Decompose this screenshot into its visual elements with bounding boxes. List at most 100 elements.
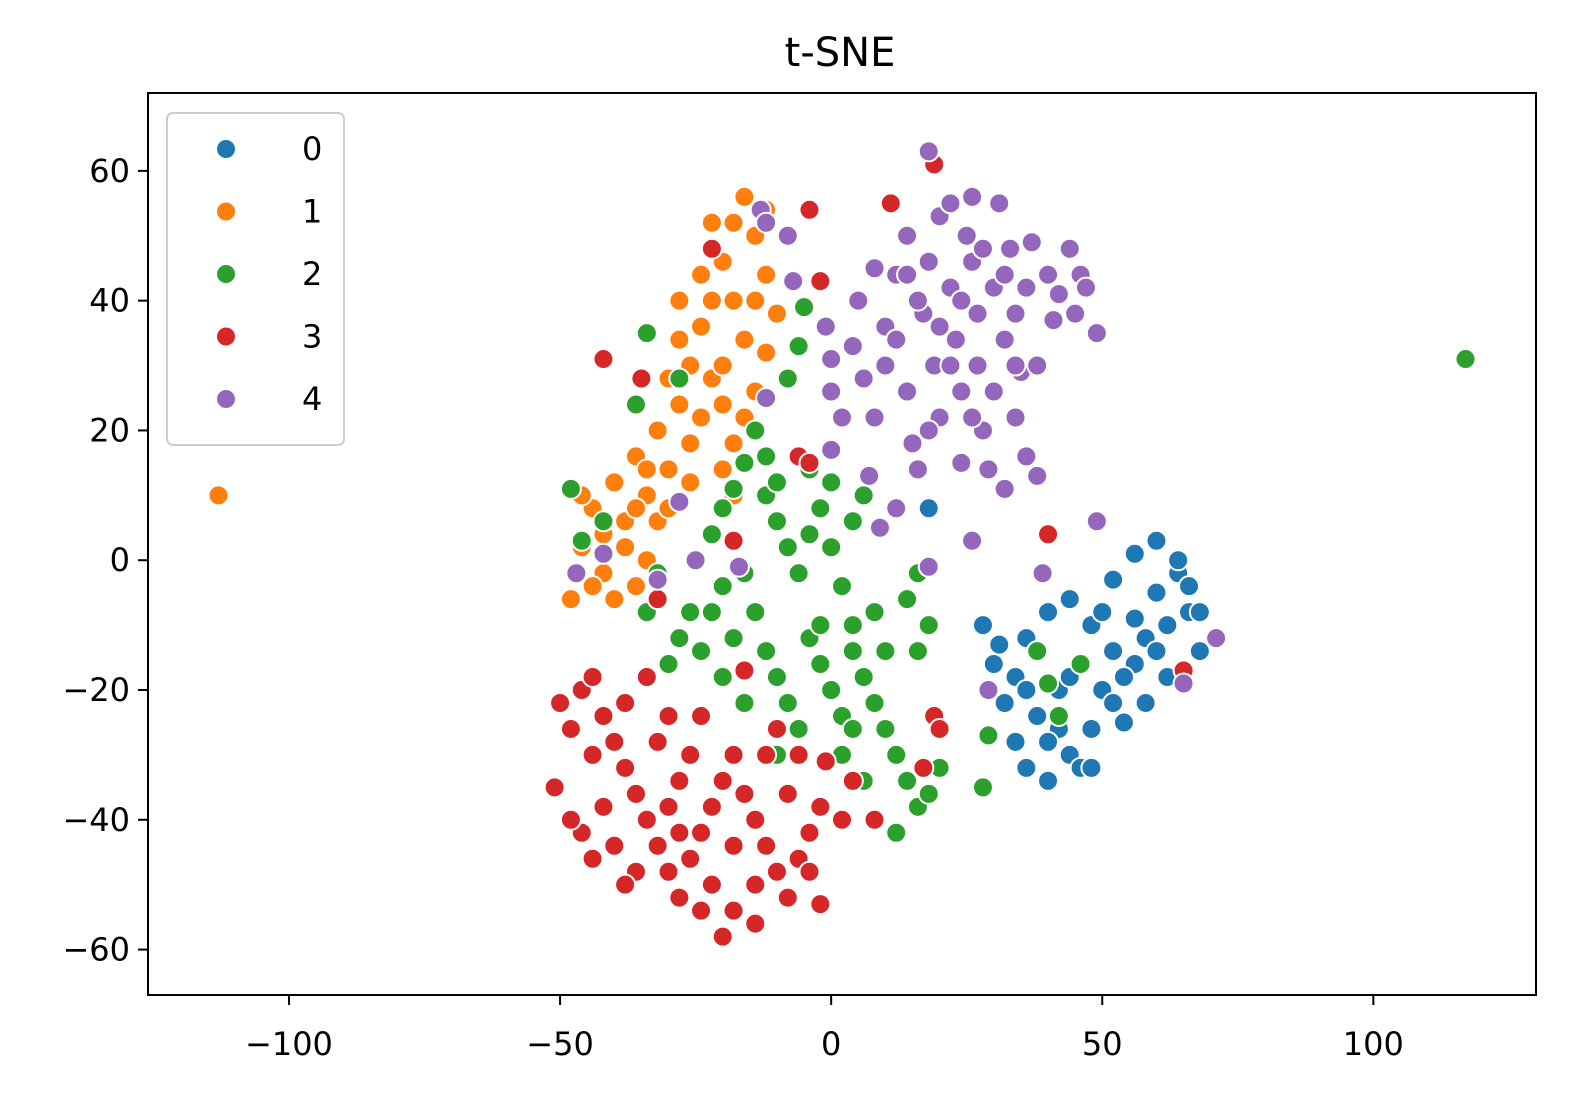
data-point [624,497,647,520]
data-point [668,393,691,416]
data-point [755,341,778,364]
data-point [868,516,891,539]
y-tick-label: 60 [89,152,130,190]
data-point [1102,640,1125,663]
data-point [690,640,713,663]
data-point [765,666,788,689]
data-point [765,302,788,325]
data-point [755,834,778,857]
data-point [798,860,821,883]
data-point [809,614,832,637]
data-point [1188,601,1211,624]
data-point [635,808,658,831]
data-point [939,192,962,215]
x-axis: −100 −50 0 50 100 [245,995,1404,1063]
data-point [700,601,723,624]
data-point [722,743,745,766]
data-point [1080,756,1103,779]
data-point [1047,704,1070,727]
legend-label: 3 [302,318,322,356]
data-point [684,549,707,572]
data-point [917,497,940,520]
legend: 0 1 2 3 4 [166,112,345,446]
data-point [847,289,870,312]
y-tick-label: 40 [89,282,130,320]
data-point [614,756,637,779]
data-point [733,659,756,682]
data-point [1145,581,1168,604]
data-point [858,464,881,487]
data-point [722,899,745,922]
data-point [971,614,994,637]
data-point [999,237,1022,260]
data-point [798,198,821,221]
data-point [1020,231,1043,254]
data-point [787,717,810,740]
data-point [679,743,702,766]
data-point [906,289,929,312]
data-point [917,140,940,163]
data-point [668,627,691,650]
data-point [1188,640,1211,663]
data-point [581,847,604,870]
data-point [798,523,821,546]
data-point [1015,756,1038,779]
data-point [961,529,984,552]
data-point [1074,276,1097,299]
y-tick-label: 20 [89,411,130,449]
data-point [1172,672,1195,695]
data-point [755,386,778,409]
data-point [831,808,853,831]
data-point [977,724,1000,747]
data-point [1037,730,1060,753]
data-point [722,477,745,500]
data-point [559,808,582,831]
data-point [614,691,637,714]
data-point [668,328,691,351]
data-point [581,743,604,766]
data-point [841,769,864,792]
data-point [814,750,837,773]
data-point [820,679,843,702]
data-point [690,263,713,286]
data-point [646,730,669,753]
data-point [543,776,566,799]
data-point [700,211,723,234]
data-point [1102,691,1125,714]
data-point [841,614,864,637]
data-point [624,782,647,805]
data-point [863,257,886,280]
data-point [961,406,984,429]
data-point [1091,601,1114,624]
data-point [592,542,615,565]
data-point [733,328,756,351]
data-point [820,348,843,371]
data-point [581,666,604,689]
series-3 [543,153,1195,948]
data-point [1123,542,1146,565]
data-point [993,691,1016,714]
data-point [814,315,837,338]
data-point [668,367,691,390]
data-point [1026,704,1049,727]
data-point [955,224,978,247]
data-point [885,328,908,351]
data-point [1134,691,1157,714]
data-point [1004,302,1027,325]
data-point [950,380,973,403]
data-point [1042,309,1065,332]
data-point [841,640,864,663]
data-point [906,640,929,663]
plot-area [207,140,1477,948]
data-point [809,795,832,818]
data-point [727,555,750,578]
x-tick-label: 100 [1343,1025,1404,1063]
y-tick-label: −40 [62,801,130,839]
data-point [928,717,951,740]
data-point [776,782,799,805]
data-point [755,640,778,663]
data-point [690,315,713,338]
data-point [939,354,962,377]
data-point [744,289,767,312]
data-point [624,393,647,416]
